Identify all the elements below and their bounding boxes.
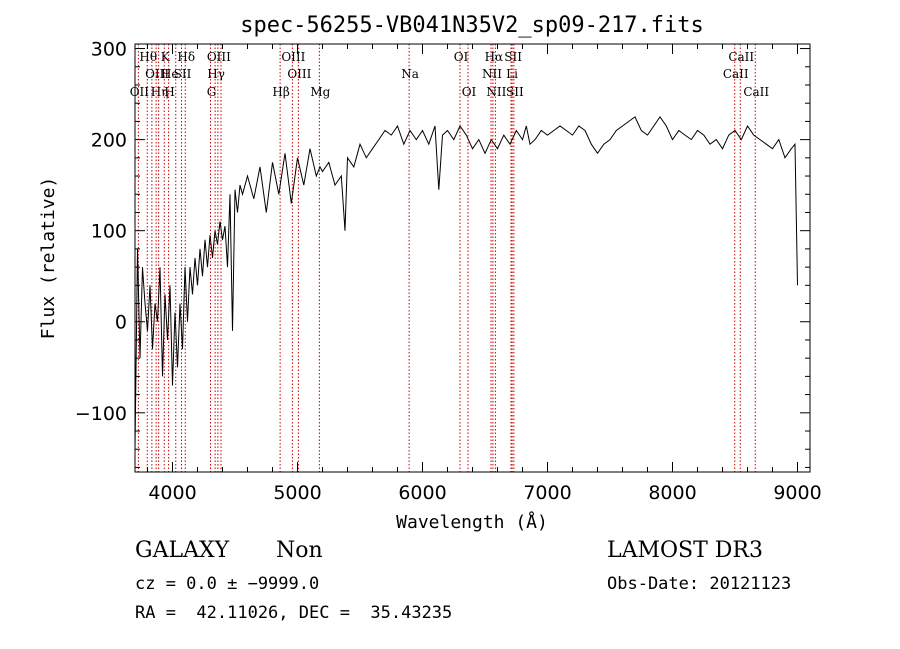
emission-line-label: OIII bbox=[281, 50, 305, 64]
emission-line-labels: OII Hθ OIII Hη He K H Hδ SII OIII Hγ G OIII OIII Hβ Mg N… bbox=[130, 50, 770, 99]
redshift-cz: cz = 0.0 ± −9999.0 bbox=[135, 574, 320, 594]
emission-line-label: SII bbox=[504, 50, 522, 64]
emission-line-label: NII bbox=[486, 85, 506, 99]
y-tick-label: 200 bbox=[91, 130, 127, 152]
emission-line-label: OI bbox=[454, 50, 469, 64]
y-axis-ticks: −100 0 100 200 300 bbox=[75, 39, 810, 468]
emission-line-label: Hθ bbox=[139, 50, 157, 64]
x-axis-ticks: 4000 5000 6000 7000 8000 9000 bbox=[147, 44, 822, 504]
x-tick-label: 7000 bbox=[523, 482, 571, 504]
object-class: GALAXY bbox=[135, 538, 230, 563]
emission-line-label: SII bbox=[506, 85, 524, 99]
x-tick-label: 4000 bbox=[148, 482, 196, 504]
y-tick-label: 300 bbox=[91, 39, 127, 61]
emission-line-label: K bbox=[161, 50, 171, 64]
emission-line-label: OIII bbox=[145, 67, 169, 81]
object-subclass: Non bbox=[276, 538, 323, 563]
chart-title: spec-56255-VB041N35V2_sp09-217.fits bbox=[240, 13, 704, 38]
emission-line-label: G bbox=[207, 85, 217, 99]
x-axis-label: Wavelength (Å) bbox=[396, 511, 548, 533]
emission-line-label: SII bbox=[174, 67, 192, 81]
emission-line-label: CaII bbox=[743, 85, 769, 99]
y-tick-label: 100 bbox=[91, 221, 127, 243]
x-tick-label: 9000 bbox=[773, 482, 821, 504]
emission-line-label: Hδ bbox=[177, 50, 195, 64]
y-axis-label: Flux (relative) bbox=[38, 177, 59, 340]
y-tick-label: 0 bbox=[115, 312, 127, 334]
emission-line-label: Mg bbox=[310, 85, 330, 99]
x-tick-label: 5000 bbox=[273, 482, 321, 504]
emission-line-label: CaII bbox=[728, 50, 754, 64]
y-tick-label: −100 bbox=[75, 403, 127, 425]
x-tick-label: 6000 bbox=[398, 482, 446, 504]
emission-line-markers bbox=[137, 44, 756, 472]
plot-frame bbox=[134, 43, 811, 473]
spectrum-series-line bbox=[134, 116, 798, 450]
survey-name: LAMOST DR3 bbox=[607, 538, 763, 563]
emission-line-label: Hη bbox=[151, 85, 169, 99]
emission-line-label: Na bbox=[401, 67, 419, 81]
emission-line-label: NII bbox=[482, 67, 502, 81]
emission-line-label: OI bbox=[462, 85, 477, 99]
ra-dec: RA = 42.11026, DEC = 35.43235 bbox=[135, 603, 453, 623]
emission-line-label: He bbox=[161, 67, 179, 81]
obs-date: Obs-Date: 20121123 bbox=[607, 574, 792, 594]
emission-line-label: Hγ bbox=[207, 67, 225, 81]
emission-line-label: CaII bbox=[723, 67, 749, 81]
emission-line-label: OIII bbox=[287, 67, 311, 81]
emission-line-label: H bbox=[164, 85, 174, 99]
x-tick-label: 8000 bbox=[648, 482, 696, 504]
emission-line-label: Li bbox=[506, 67, 518, 81]
emission-line-label: Hα bbox=[485, 50, 504, 64]
emission-line-label: Hβ bbox=[272, 85, 289, 99]
emission-line-label: OII bbox=[130, 85, 150, 99]
emission-line-label: OIII bbox=[207, 50, 231, 64]
